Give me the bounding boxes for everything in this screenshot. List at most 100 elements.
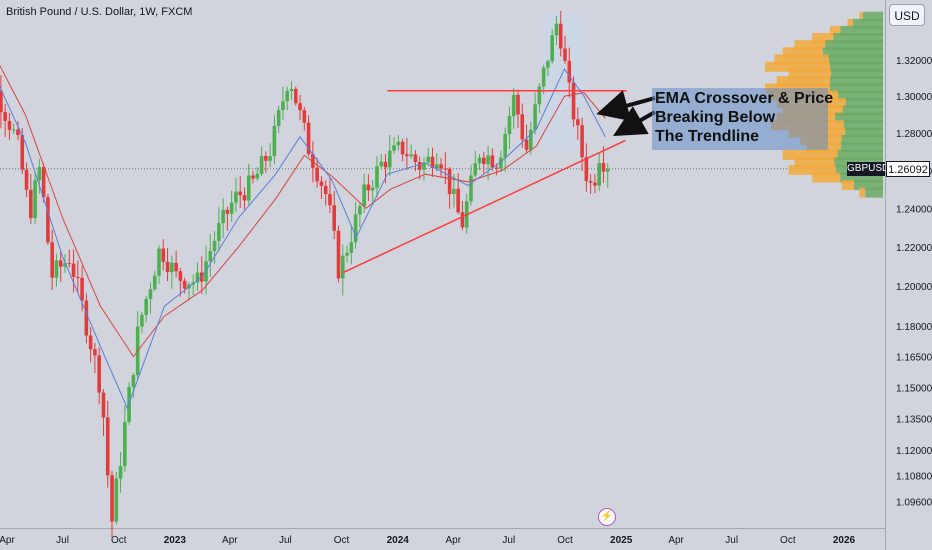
candle-body: [417, 162, 422, 170]
candle-body: [170, 262, 174, 273]
candle-body: [217, 223, 221, 241]
annotation-line-3: The Trendline: [655, 128, 760, 145]
candle-body: [323, 185, 328, 195]
candle-body: [345, 252, 349, 256]
candle-body: [58, 260, 63, 267]
volume-profile-bar: [841, 134, 883, 145]
x-tick-label: Oct: [111, 535, 127, 546]
candle-body: [580, 125, 584, 158]
candle-body: [315, 167, 319, 182]
candle-body: [165, 261, 170, 273]
volume-profile-bar: [852, 18, 883, 29]
candle-body: [63, 263, 67, 267]
candle-body: [24, 169, 29, 190]
candle-body: [0, 90, 3, 113]
candle-body: [392, 145, 396, 151]
candle-body: [238, 191, 243, 196]
ema-fast-line: [0, 68, 606, 410]
x-tick-label: Apr: [668, 535, 684, 546]
candle-body: [558, 23, 563, 49]
candle-body: [567, 60, 572, 83]
y-tick-label: 1.22000: [896, 243, 932, 254]
y-tick-label: 1.13500: [896, 414, 932, 425]
candle-body: [285, 90, 290, 102]
x-tick-label: 2026: [833, 535, 856, 546]
x-tick-label: Jul: [56, 535, 69, 546]
candle-body: [123, 422, 127, 467]
candle-body: [520, 114, 525, 140]
candle-body: [413, 154, 418, 163]
last-price-tag: 1.26092: [886, 161, 930, 177]
x-tick-label: Oct: [780, 535, 796, 546]
candle-body: [409, 154, 413, 157]
candle-body: [336, 230, 341, 279]
volume-profile-bar: [765, 61, 830, 72]
currency-button[interactable]: USD: [889, 4, 925, 26]
candle-body: [46, 197, 50, 243]
y-tick-label: 1.28000: [896, 129, 932, 140]
candle-body: [157, 248, 161, 276]
volume-profile-bar: [831, 68, 883, 79]
candle-body: [67, 263, 72, 265]
annotation-box[interactable]: EMA Crossover & Price Breaking Below The…: [652, 88, 833, 150]
candle-body: [482, 157, 486, 165]
candle-body: [405, 154, 409, 157]
candle-body: [84, 300, 89, 336]
candle-body: [366, 184, 371, 191]
volume-profile-bar: [845, 127, 883, 138]
volume-profile-bar: [843, 120, 883, 131]
candle-body: [93, 349, 97, 356]
candle-body: [118, 466, 123, 479]
candle-body: [447, 168, 452, 195]
candle-body: [516, 94, 520, 115]
candle-body: [576, 119, 580, 126]
volume-profile-bar: [825, 40, 883, 51]
volume-profile-bar: [859, 187, 866, 198]
candle-body: [80, 277, 84, 301]
ema-slow-line: [0, 64, 606, 358]
candle-body: [490, 155, 495, 168]
candle-body: [375, 166, 379, 188]
candle-body: [88, 335, 93, 350]
candle-body: [477, 157, 482, 164]
candle-body: [144, 298, 148, 315]
candle-body: [298, 103, 302, 111]
lightning-icon[interactable]: ⚡: [598, 508, 616, 526]
candle-body: [20, 135, 25, 170]
candle-body: [234, 191, 238, 203]
candle-body: [588, 181, 593, 183]
volume-profile-bar: [788, 164, 836, 175]
candle-body: [101, 392, 106, 418]
volume-profile-bar: [859, 11, 863, 22]
volume-profile-bar: [829, 25, 841, 36]
candle-body: [554, 23, 559, 36]
y-tick-label: 1.30000: [896, 92, 932, 103]
candle-body: [362, 184, 366, 207]
x-tick-label: Oct: [557, 535, 573, 546]
price-axis: [885, 0, 932, 550]
candle-body: [422, 162, 426, 170]
candle-body: [225, 209, 230, 214]
volume-profile-bar: [862, 11, 883, 22]
candle-body: [208, 251, 213, 262]
candle-body: [597, 163, 601, 186]
x-tick-label: Jul: [279, 535, 292, 546]
candle-body: [311, 154, 315, 168]
candle-body: [212, 240, 217, 252]
candle-body: [584, 157, 589, 182]
volume-profile-bar: [840, 25, 883, 36]
candle-body: [148, 289, 153, 299]
candle-body: [383, 161, 388, 168]
candle-body: [605, 168, 610, 172]
candle-body: [16, 129, 20, 136]
candle-body: [140, 314, 144, 327]
candle-body: [494, 167, 499, 169]
volume-profile-bar: [840, 172, 883, 183]
candle-body: [593, 182, 597, 186]
volume-profile-bar: [828, 54, 883, 65]
volume-profile-bar: [841, 180, 855, 191]
candle-body: [434, 164, 439, 169]
candle-body: [114, 478, 119, 522]
